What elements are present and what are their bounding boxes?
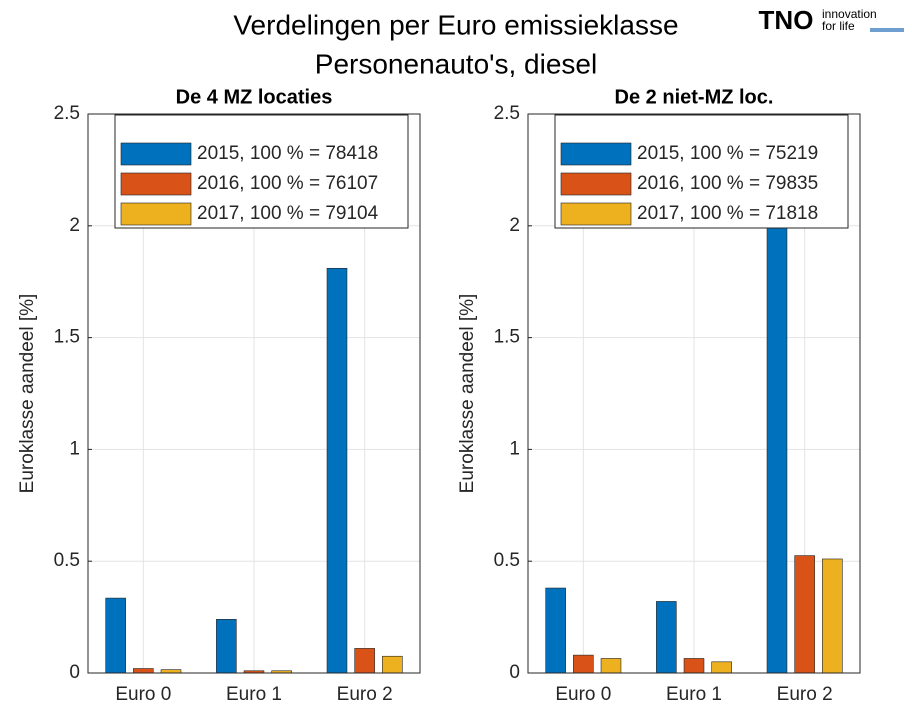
legend-label: 2015, 100 % = 75219 bbox=[637, 143, 818, 164]
y-tick-label: 1.5 bbox=[54, 327, 80, 348]
x-tick-label: Euro 1 bbox=[666, 684, 722, 705]
x-tick-label: Euro 0 bbox=[115, 684, 171, 705]
legend-swatch bbox=[120, 142, 192, 166]
bar bbox=[133, 668, 154, 673]
subplot-title: De 4 MZ locaties bbox=[176, 86, 333, 108]
legend-label: 2017, 100 % = 79104 bbox=[197, 203, 379, 224]
legend-swatch bbox=[560, 142, 632, 166]
bar bbox=[354, 648, 375, 673]
y-tick-label: 0.5 bbox=[54, 550, 80, 571]
legend-label: 2015, 100 % = 78418 bbox=[197, 143, 378, 164]
bar bbox=[711, 661, 732, 673]
x-tick-label: Euro 2 bbox=[337, 684, 393, 705]
page-subtitle: Personenauto's, diesel bbox=[315, 48, 597, 79]
x-tick-label: Euro 0 bbox=[555, 684, 611, 705]
legend-swatch bbox=[120, 202, 192, 226]
axes-frame bbox=[87, 113, 421, 674]
y-tick-label: 1 bbox=[69, 438, 80, 459]
y-tick-label: 0.5 bbox=[494, 550, 520, 571]
legend-label: 2016, 100 % = 79835 bbox=[637, 173, 818, 194]
x-tick-label: Euro 1 bbox=[226, 684, 282, 705]
legend-swatch bbox=[560, 202, 632, 226]
y-tick-label: 2.5 bbox=[494, 103, 520, 124]
y-axis-label: Euroklasse aandeel [%] bbox=[457, 294, 478, 494]
bar bbox=[105, 597, 126, 673]
bar bbox=[656, 601, 677, 673]
bar bbox=[326, 267, 348, 673]
x-tick-label: Euro 2 bbox=[777, 684, 833, 705]
bar bbox=[382, 655, 403, 673]
bar bbox=[600, 658, 622, 673]
y-axis-label: Euroklasse aandeel [%] bbox=[17, 294, 38, 494]
legend-label: 2016, 100 % = 76107 bbox=[197, 173, 378, 194]
bar bbox=[822, 558, 843, 673]
bar bbox=[683, 658, 705, 673]
bar bbox=[794, 555, 815, 673]
legend-label: 2017, 100 % = 71818 bbox=[637, 203, 818, 224]
bars bbox=[105, 267, 403, 673]
logo-bar bbox=[870, 28, 904, 32]
y-tick-label: 2 bbox=[509, 215, 520, 236]
axes-frame bbox=[527, 113, 861, 674]
page-title: Verdelingen per Euro emissieklasse bbox=[233, 9, 678, 40]
y-tick-label: 1 bbox=[509, 438, 520, 459]
y-tick-label: 0 bbox=[509, 662, 520, 683]
y-tick-label: 1.5 bbox=[494, 327, 520, 348]
bar bbox=[160, 669, 182, 673]
y-tick-label: 2 bbox=[69, 215, 80, 236]
logo-brand: TNO bbox=[759, 5, 814, 35]
bar bbox=[216, 619, 237, 673]
y-tick-label: 0 bbox=[69, 662, 80, 683]
bar bbox=[573, 654, 594, 673]
y-tick-label: 2.5 bbox=[54, 103, 80, 124]
logo-tagline: innovation bbox=[822, 7, 877, 21]
legend-swatch bbox=[120, 172, 192, 196]
legend-swatch bbox=[560, 172, 632, 196]
subplot-title: De 2 niet-MZ loc. bbox=[615, 86, 774, 108]
logo-tagline: for life bbox=[822, 19, 855, 33]
bar bbox=[545, 587, 566, 673]
